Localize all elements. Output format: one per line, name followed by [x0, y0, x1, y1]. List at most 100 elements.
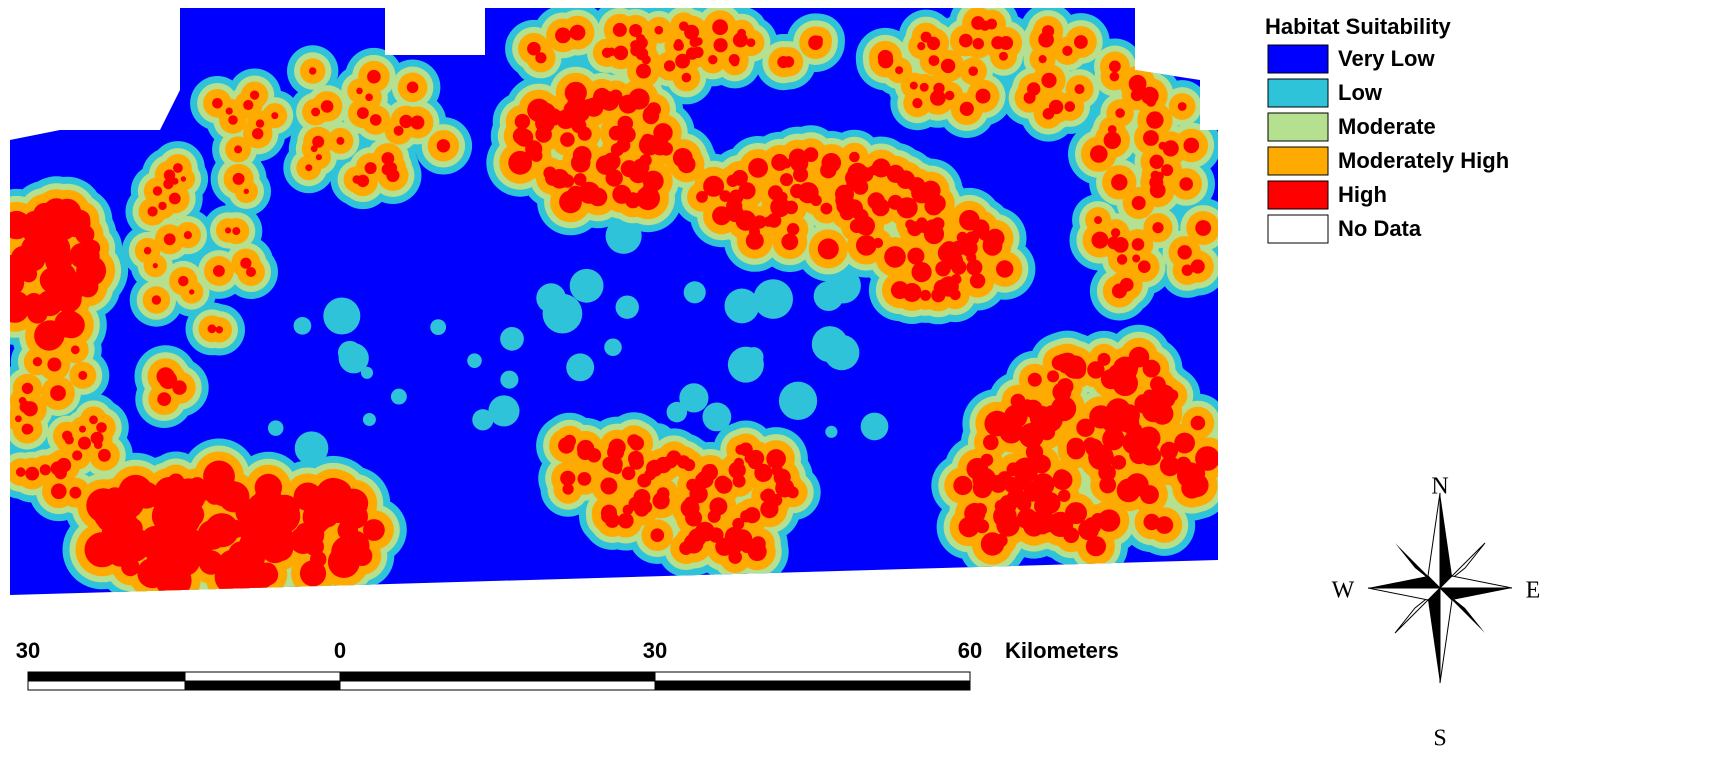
- habitat-patch: [328, 546, 360, 578]
- habitat-patch: [999, 52, 1008, 61]
- scale-label: 30: [16, 638, 40, 663]
- habitat-patch: [694, 37, 702, 45]
- habitat-patch: [929, 226, 941, 238]
- habitat-patch: [983, 435, 999, 451]
- habitat-patch: [903, 283, 922, 302]
- habitat-patch: [981, 454, 994, 467]
- habitat-patch: [771, 154, 788, 171]
- habitat-patch: [953, 476, 972, 495]
- compass-south: S: [1433, 726, 1446, 752]
- habitat-patch: [144, 247, 152, 255]
- habitat-patch: [847, 163, 868, 184]
- habitat-patch: [1040, 35, 1049, 44]
- habitat-patch: [596, 155, 616, 175]
- habitat-patch: [1191, 416, 1206, 431]
- habitat-patch: [51, 484, 67, 500]
- compass-point: [1440, 493, 1452, 588]
- habitat-patch: [513, 127, 530, 144]
- habitat-patch: [678, 155, 696, 173]
- habitat-patch: [1132, 255, 1140, 263]
- habitat-patch: [79, 426, 86, 433]
- habitat-patch: [1099, 477, 1116, 494]
- habitat-patch: [709, 497, 727, 515]
- scale-label: 0: [334, 638, 346, 663]
- compass-north: N: [1431, 474, 1448, 500]
- habitat-patch: [835, 191, 853, 209]
- habitat-patch: [1053, 469, 1070, 486]
- habitat-patch: [780, 173, 793, 186]
- habitat-patch: [959, 34, 973, 48]
- habitat-patch: [729, 462, 746, 479]
- habitat-patch: [716, 477, 733, 494]
- habitat-patch: [515, 114, 530, 129]
- habitat-patch: [679, 21, 689, 31]
- legend: Very LowLowModerateModerately HighHighNo…: [1268, 45, 1509, 243]
- habitat-patch: [1065, 101, 1076, 112]
- habitat-patch: [560, 471, 575, 486]
- habitat-patch: [726, 198, 742, 214]
- habitat-patch: [995, 534, 1008, 547]
- habitat-patch: [825, 426, 837, 438]
- habitat-patch: [1018, 515, 1031, 528]
- habitat-patch: [732, 170, 748, 186]
- habitat-patch: [189, 289, 194, 294]
- habitat-patch: [391, 389, 407, 405]
- habitat-patch: [629, 436, 644, 451]
- habitat-patch: [310, 516, 328, 534]
- habitat-patch: [357, 107, 369, 119]
- habitat-patch: [1065, 502, 1087, 524]
- habitat-patch: [753, 279, 793, 319]
- legend-label: Very Low: [1338, 46, 1435, 71]
- habitat-patch: [715, 538, 733, 556]
- habitat-patch: [370, 114, 382, 126]
- habitat-patch: [71, 345, 80, 354]
- compass-east: E: [1526, 578, 1541, 604]
- habitat-patch: [1146, 111, 1163, 128]
- habitat-patch: [976, 89, 991, 104]
- compass-west: W: [1332, 578, 1355, 604]
- habitat-patch: [58, 312, 85, 339]
- habitat-patch: [232, 227, 240, 235]
- habitat-patch: [1102, 410, 1126, 434]
- habitat-patch: [824, 335, 859, 370]
- habitat-patch: [604, 338, 622, 356]
- habitat-patch: [158, 202, 166, 210]
- habitat-patch: [1150, 182, 1166, 198]
- habitat-patch: [667, 402, 688, 423]
- habitat-patch: [367, 70, 381, 84]
- habitat-patch: [213, 265, 225, 277]
- habitat-patch: [1104, 132, 1121, 149]
- habitat-patch: [164, 233, 176, 245]
- habitat-patch: [572, 104, 590, 122]
- habitat-patch: [50, 385, 66, 401]
- compass-point: [1368, 588, 1440, 600]
- habitat-patch: [157, 367, 175, 385]
- habitat-patch: [712, 19, 728, 35]
- habitat-patch: [72, 450, 82, 460]
- habitat-patch: [365, 94, 373, 102]
- habitat-patch: [605, 513, 620, 528]
- habitat-patch: [47, 358, 61, 372]
- habitat-patch: [748, 158, 768, 178]
- habitat-patch: [822, 153, 842, 173]
- legend-label: Moderately High: [1338, 148, 1509, 173]
- habitat-patch: [1132, 238, 1145, 251]
- habitat-patch: [566, 353, 594, 381]
- habitat-patch: [311, 108, 320, 117]
- scale-bar: 3003060Kilometers: [16, 638, 1119, 690]
- habitat-patch: [1152, 222, 1163, 233]
- habitat-patch: [974, 503, 987, 516]
- habitat-patch: [766, 449, 786, 469]
- legend-swatch: [1268, 147, 1328, 175]
- habitat-patch: [1146, 97, 1156, 107]
- habitat-patch: [747, 38, 756, 47]
- habitat-patch: [1031, 414, 1046, 429]
- habitat-patch: [778, 192, 788, 202]
- habitat-patch: [605, 455, 623, 473]
- habitat-patch: [153, 186, 162, 195]
- habitat-patch: [935, 261, 950, 276]
- scale-label: 30: [643, 638, 667, 663]
- habitat-patch: [872, 159, 891, 178]
- habitat-patch: [688, 528, 706, 546]
- habitat-patch: [78, 437, 91, 450]
